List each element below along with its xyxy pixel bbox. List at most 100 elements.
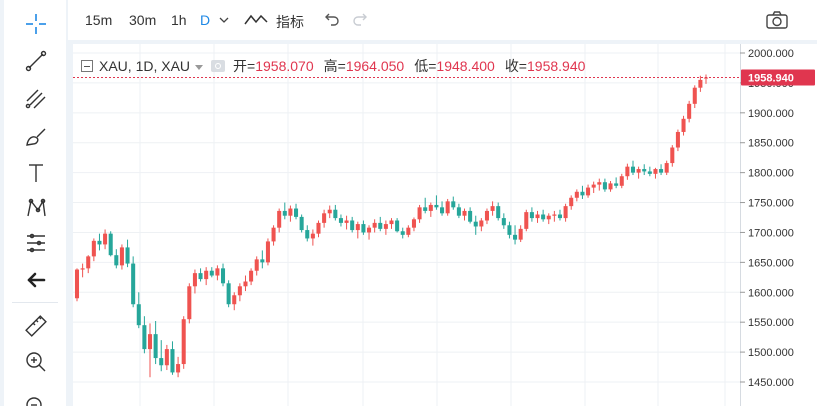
last-price-label: 1958.940	[748, 73, 794, 85]
candle	[97, 233, 102, 251]
candle	[198, 268, 203, 282]
price-tick-label: 1800.000	[748, 168, 794, 180]
timeframe-d[interactable]: D	[200, 12, 211, 28]
candle	[434, 195, 439, 210]
candle-body	[367, 227, 372, 233]
candle-body	[501, 218, 506, 226]
candle	[417, 204, 422, 223]
text-tool-icon[interactable]	[23, 160, 49, 186]
candle	[232, 292, 237, 311]
indicators-button[interactable]: 指标	[276, 14, 304, 30]
chart-panel[interactable]: 2000.0001950.0001900.0001850.0001800.000…	[73, 44, 817, 406]
candle	[473, 215, 478, 235]
candle-body	[569, 197, 574, 207]
chevron-down-icon[interactable]	[218, 13, 230, 31]
candle-body	[518, 228, 523, 240]
candle-body	[204, 270, 209, 280]
candle	[361, 220, 366, 235]
candle	[614, 177, 619, 189]
candlestick-series	[74, 74, 709, 378]
candle-body	[591, 184, 596, 188]
fibonacci-tool-icon[interactable]	[23, 230, 49, 256]
candle	[501, 213, 506, 229]
candle-body	[636, 169, 641, 173]
symbol-name[interactable]: XAU, 1D, XAU	[99, 58, 191, 74]
candle-body	[687, 103, 692, 119]
candle	[288, 205, 293, 222]
candle	[619, 173, 624, 189]
price-tick-label: 1450.000	[748, 377, 794, 389]
candle	[451, 196, 456, 210]
price-tick-label: 1550.000	[748, 317, 794, 329]
timeframe-15m[interactable]: 15m	[85, 12, 113, 28]
price-chart[interactable]: 2000.0001950.0001900.0001850.0001800.000…	[73, 44, 817, 406]
redo-icon[interactable]	[352, 12, 368, 33]
ruler-icon[interactable]	[23, 313, 49, 339]
candle-body	[265, 241, 270, 263]
visibility-icon[interactable]	[211, 60, 226, 72]
candle	[529, 207, 534, 222]
candle-body	[490, 206, 495, 211]
price-axis: 2000.0001950.0001900.0001850.0001800.000…	[740, 44, 817, 406]
candle-body	[507, 225, 512, 235]
candle	[176, 356, 181, 378]
candle-body	[513, 234, 518, 240]
candle	[591, 181, 596, 193]
trend-line-icon[interactable]	[23, 48, 49, 74]
candle-body	[630, 166, 636, 173]
candle-body	[310, 233, 315, 239]
candle	[647, 166, 652, 177]
candle	[569, 195, 574, 210]
candle-body	[125, 247, 130, 264]
chart-type-line-icon[interactable]	[244, 11, 268, 34]
candle	[659, 164, 664, 176]
candle-body	[406, 227, 411, 235]
candle	[563, 203, 568, 222]
back-arrow-icon[interactable]	[23, 267, 49, 293]
symbol-dropdown-icon[interactable]	[195, 58, 204, 74]
candle-body	[535, 214, 540, 219]
price-tick-label: 1700.000	[748, 227, 794, 239]
candle	[440, 201, 445, 216]
zoom-in-icon[interactable]	[23, 349, 49, 375]
candle	[642, 164, 647, 176]
timeframe-1h[interactable]: 1h	[171, 12, 187, 28]
candle-body	[159, 358, 164, 366]
candle	[552, 210, 557, 222]
candle	[344, 215, 349, 230]
candle	[170, 341, 175, 375]
candle-body	[103, 233, 108, 245]
candle	[518, 225, 523, 243]
candle	[625, 163, 630, 180]
candle-body	[316, 222, 321, 234]
channel-lines-icon[interactable]	[23, 86, 49, 112]
candle-body	[136, 304, 141, 326]
brush-icon[interactable]	[23, 124, 49, 150]
price-tick-label: 2000.000	[748, 48, 794, 60]
undo-icon[interactable]	[324, 12, 340, 33]
timeframe-30m[interactable]: 30m	[129, 12, 157, 28]
candle-body	[215, 268, 220, 276]
candle-body	[361, 224, 366, 233]
crosshair-icon[interactable]	[23, 11, 49, 37]
high-value: 1964.050	[345, 58, 405, 74]
candle-body	[187, 286, 192, 320]
collapse-legend-icon[interactable]	[81, 60, 93, 72]
candle-body	[586, 187, 591, 196]
pattern-tool-icon[interactable]	[23, 195, 49, 221]
candle-body	[484, 210, 489, 221]
candle	[428, 202, 433, 217]
candle	[187, 283, 192, 324]
camera-icon[interactable]	[766, 11, 788, 34]
candle-body	[338, 218, 343, 223]
candle-body	[114, 255, 119, 266]
price-tick-label: 1600.000	[748, 287, 794, 299]
candle	[299, 214, 304, 233]
zoom-out-icon[interactable]	[23, 394, 49, 406]
candle-body	[176, 364, 181, 373]
candle-body	[608, 183, 613, 190]
candle	[456, 203, 461, 219]
candle	[423, 197, 428, 214]
candle	[698, 75, 703, 92]
candle-body	[91, 240, 96, 257]
